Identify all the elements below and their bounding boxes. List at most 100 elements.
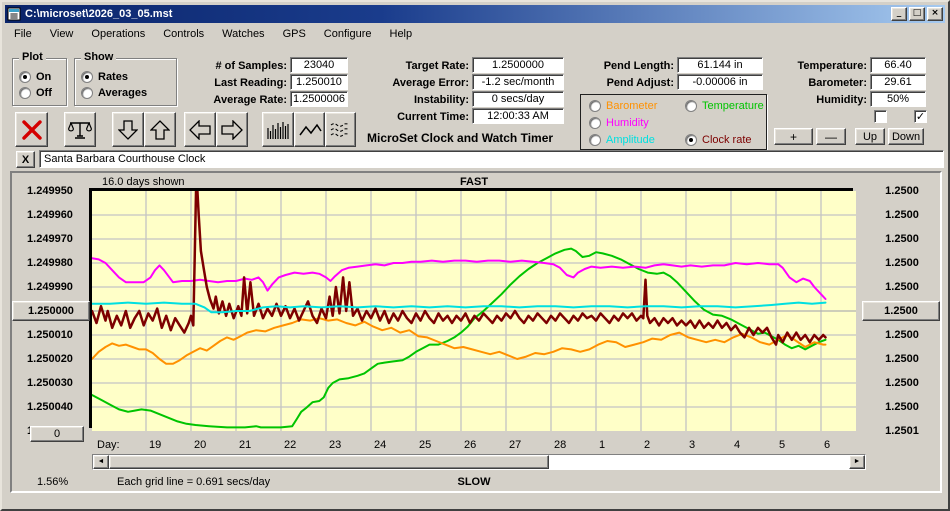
scroll-right-button[interactable] <box>216 112 248 147</box>
radio-icon <box>19 87 31 99</box>
shift-down-button[interactable] <box>112 112 144 147</box>
right-axis-tick: 1.2500 <box>885 401 919 413</box>
trace-humidity-radio[interactable]: Humidity <box>589 117 649 129</box>
plot-on-radio[interactable]: On <box>19 71 51 83</box>
day-tick: 26 <box>464 439 477 451</box>
pend-adjust-value: -0.00006 in <box>677 74 763 90</box>
trace-clock-rate-radio[interactable]: Clock rate <box>685 134 752 146</box>
zoom-out-button[interactable]: — <box>816 128 846 145</box>
zero-button[interactable]: 0 <box>30 426 84 442</box>
current-time-value: 12:00:33 AM <box>472 108 564 124</box>
histogram-view-button[interactable] <box>262 112 294 147</box>
right-axis-tick: 1.2500 <box>885 233 919 245</box>
temperature-value: 66.40 <box>870 57 926 73</box>
close-button[interactable]: × <box>927 7 943 21</box>
left-axis-tick: 1.249970 <box>27 233 73 245</box>
plot-off-radio[interactable]: Off <box>19 87 52 99</box>
menu-controls[interactable]: Controls <box>163 27 205 40</box>
trace-temperature-radio[interactable]: Temperature <box>685 100 764 112</box>
trace-selector-box: Barometer Humidity Amplitude Temperature… <box>580 94 767 150</box>
instability-label: Instability: <box>413 94 469 106</box>
right-axis-tick: 1.2501 <box>885 425 919 437</box>
trace-amplitude-radio[interactable]: Amplitude <box>589 134 655 146</box>
plot-off-label: Off <box>36 87 52 99</box>
day-tick: 21 <box>239 439 252 451</box>
menu-configure[interactable]: Configure <box>323 27 372 40</box>
day-axis: Day: 19 20 21 22 23 24 25 26 27 28 1 2 3 4 5 6 <box>12 439 940 453</box>
day-tick: 22 <box>284 439 297 451</box>
day-axis-label: Day: <box>97 439 120 451</box>
plot-on-label: On <box>36 71 52 83</box>
maximize-button[interactable]: □ <box>909 7 925 21</box>
app-caption: MicroSet Clock and Watch Timer <box>367 131 554 145</box>
right-arrow-icon <box>221 119 243 140</box>
plot-group-title: Plot <box>19 51 46 63</box>
show-group-title: Show <box>81 51 117 63</box>
menu-file[interactable]: File <box>14 27 32 40</box>
horizontal-scrollbar[interactable]: ◄ ► <box>92 454 866 470</box>
red-x-icon <box>21 119 42 140</box>
up-arrow-icon <box>150 119 170 140</box>
barometer-value: 29.61 <box>870 74 926 90</box>
menu-operations[interactable]: Operations <box>91 27 146 40</box>
day-tick: 24 <box>374 439 387 451</box>
pend-length-label: Pend Length: <box>603 60 674 72</box>
checkbox-left[interactable] <box>874 110 887 123</box>
radio-icon <box>685 134 697 146</box>
scroll-left-button[interactable] <box>184 112 216 147</box>
target-rate-label: Target Rate: <box>405 60 469 72</box>
trace-barometer <box>92 317 827 365</box>
scrollbar-thumb[interactable] <box>109 455 549 469</box>
menu-bar: File View Operations Controls Watches GP… <box>5 24 945 43</box>
left-axis-tick: 1.250010 <box>27 329 73 341</box>
smooth-view-button[interactable] <box>325 112 356 147</box>
menu-view[interactable]: View <box>49 27 74 40</box>
shift-up-button[interactable] <box>144 112 176 147</box>
minimize-button[interactable]: _ <box>891 7 907 21</box>
show-rates-radio[interactable]: Rates <box>81 71 128 83</box>
current-time-label: Current Time: <box>397 111 469 123</box>
scrollbar-left-arrow[interactable]: ◄ <box>93 455 109 469</box>
clear-name-button[interactable]: X <box>16 151 35 168</box>
day-tick: 6 <box>824 439 831 451</box>
left-axis-tick: 1.250030 <box>27 377 73 389</box>
up-button[interactable]: Up <box>855 128 885 145</box>
show-averages-radio[interactable]: Averages <box>81 87 147 99</box>
day-tick: 3 <box>689 439 696 451</box>
radio-icon <box>685 100 697 112</box>
scrollbar-right-arrow[interactable]: ► <box>849 455 865 469</box>
plot-groupbox: Plot On Off <box>12 51 67 106</box>
radio-icon <box>81 71 93 83</box>
right-axis-tick: 1.2500 <box>885 329 919 341</box>
radio-icon <box>589 100 601 112</box>
zoom-in-button[interactable]: + <box>774 128 813 145</box>
app-icon <box>7 7 21 21</box>
day-tick: 23 <box>329 439 342 451</box>
radio-icon <box>589 117 601 129</box>
trace-barometer-radio[interactable]: Barometer <box>589 100 657 112</box>
trace-amplitude-label: Amplitude <box>606 134 655 146</box>
right-axis-center-button[interactable]: 1.2500 <box>862 301 940 321</box>
day-tick: 25 <box>419 439 432 451</box>
checkbox-right[interactable]: ✓ <box>914 110 927 123</box>
delete-button[interactable] <box>15 112 48 147</box>
menu-watches[interactable]: Watches <box>222 27 265 40</box>
clock-name-input[interactable] <box>39 150 944 168</box>
window-title: C:\microset\2026_03_05.mst <box>25 8 173 20</box>
left-axis-center-button[interactable]: 1.250000 <box>12 301 90 321</box>
menu-help[interactable]: Help <box>389 27 413 40</box>
down-button[interactable]: Down <box>888 128 924 145</box>
title-bar: C:\microset\2026_03_05.mst _ □ × <box>5 5 945 23</box>
right-axis-tick: 1.2500 <box>885 353 919 365</box>
menu-gps[interactable]: GPS <box>282 27 306 40</box>
last-reading-label: Last Reading: <box>214 77 287 89</box>
radio-icon <box>81 87 93 99</box>
average-rate-label: Average Rate: <box>213 94 287 106</box>
balance-button[interactable] <box>64 112 96 147</box>
temperature-label: Temperature: <box>797 60 867 72</box>
radio-icon <box>19 71 31 83</box>
line-view-button[interactable] <box>294 112 325 147</box>
barometer-label: Barometer: <box>808 77 867 89</box>
show-averages-label: Averages <box>98 87 148 99</box>
